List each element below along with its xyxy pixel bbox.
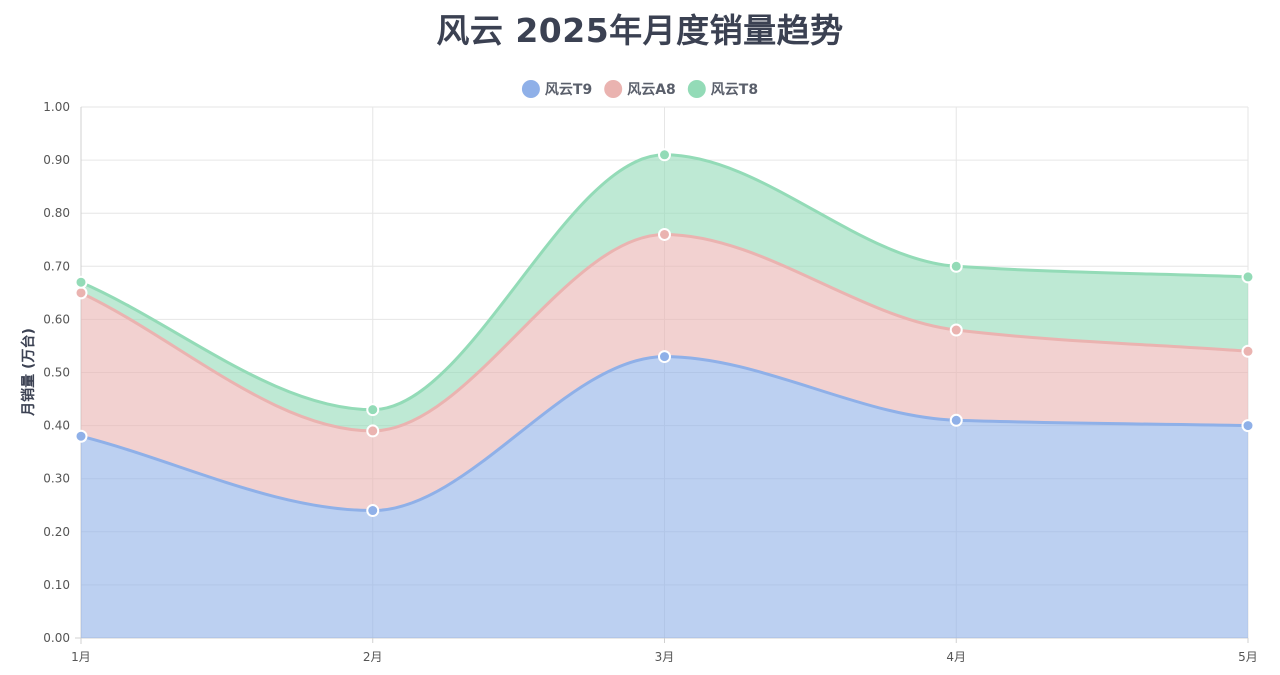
legend-swatch bbox=[687, 80, 706, 98]
data-point[interactable] bbox=[1241, 270, 1255, 284]
data-point[interactable] bbox=[658, 148, 671, 162]
legend[interactable]: 风云T9 风云A8 风云T8 bbox=[521, 80, 758, 98]
data-point[interactable] bbox=[1241, 344, 1255, 358]
data-point[interactable] bbox=[74, 275, 88, 289]
x-axis-ticks: 1月 2月 3月 4月 5月 bbox=[71, 638, 1258, 664]
series-line-3 bbox=[80, 153, 1249, 412]
area-2 bbox=[81, 234, 1248, 511]
area-1 bbox=[81, 356, 1248, 638]
data-point[interactable] bbox=[658, 350, 671, 364]
legend-item-1[interactable]: 风云T9 bbox=[521, 80, 592, 98]
x-tick-label: 2月 bbox=[363, 650, 383, 664]
data-point[interactable] bbox=[74, 286, 88, 300]
data-point[interactable] bbox=[366, 424, 380, 438]
y-tick-label: 0.50 bbox=[43, 366, 70, 380]
data-point[interactable] bbox=[74, 429, 88, 443]
data-point[interactable] bbox=[366, 403, 380, 417]
chart-title: 风云 2025年月度销量趋势 bbox=[436, 11, 844, 50]
data-point[interactable] bbox=[949, 259, 963, 273]
data-point[interactable] bbox=[949, 413, 963, 427]
legend-swatch bbox=[521, 80, 540, 98]
y-axis-title: 月销量 (万台) bbox=[20, 328, 37, 417]
data-point[interactable] bbox=[366, 504, 380, 518]
data-point[interactable] bbox=[658, 227, 671, 241]
area-3 bbox=[81, 154, 1248, 431]
y-tick-label: 0.10 bbox=[43, 578, 70, 592]
y-tick-label: 0.90 bbox=[43, 153, 70, 167]
y-tick-label: 0.30 bbox=[43, 472, 70, 486]
x-tick-label: 1月 bbox=[71, 650, 91, 664]
area-fills bbox=[81, 154, 1248, 638]
legend-item-2[interactable]: 风云A8 bbox=[604, 80, 676, 98]
data-point[interactable] bbox=[1241, 419, 1255, 433]
legend-label: 风云A8 bbox=[627, 82, 676, 98]
x-tick-label: 4月 bbox=[946, 650, 966, 664]
y-axis-ticks: 0.00 0.10 0.20 0.30 0.40 0.50 0.60 0.70 0.80 0.90… bbox=[43, 100, 70, 645]
series-line-2 bbox=[80, 232, 1249, 433]
y-tick-label: 0.20 bbox=[43, 525, 70, 539]
x-tick-label: 3月 bbox=[655, 650, 675, 664]
y-tick-label: 0.40 bbox=[43, 419, 70, 433]
data-points bbox=[74, 148, 1255, 518]
legend-item-3[interactable]: 风云T8 bbox=[687, 80, 758, 98]
y-tick-label: 0.60 bbox=[43, 312, 70, 326]
y-tick-label: 0.70 bbox=[43, 259, 70, 273]
legend-swatch bbox=[604, 80, 623, 98]
y-tick-label: 1.00 bbox=[43, 100, 70, 114]
data-point[interactable] bbox=[949, 323, 963, 337]
legend-label: 风云T9 bbox=[545, 82, 592, 98]
y-tick-label: 0.00 bbox=[43, 631, 70, 645]
legend-label: 风云T8 bbox=[711, 82, 758, 98]
y-tick-label: 0.80 bbox=[43, 206, 70, 220]
x-tick-label: 5月 bbox=[1238, 650, 1258, 664]
